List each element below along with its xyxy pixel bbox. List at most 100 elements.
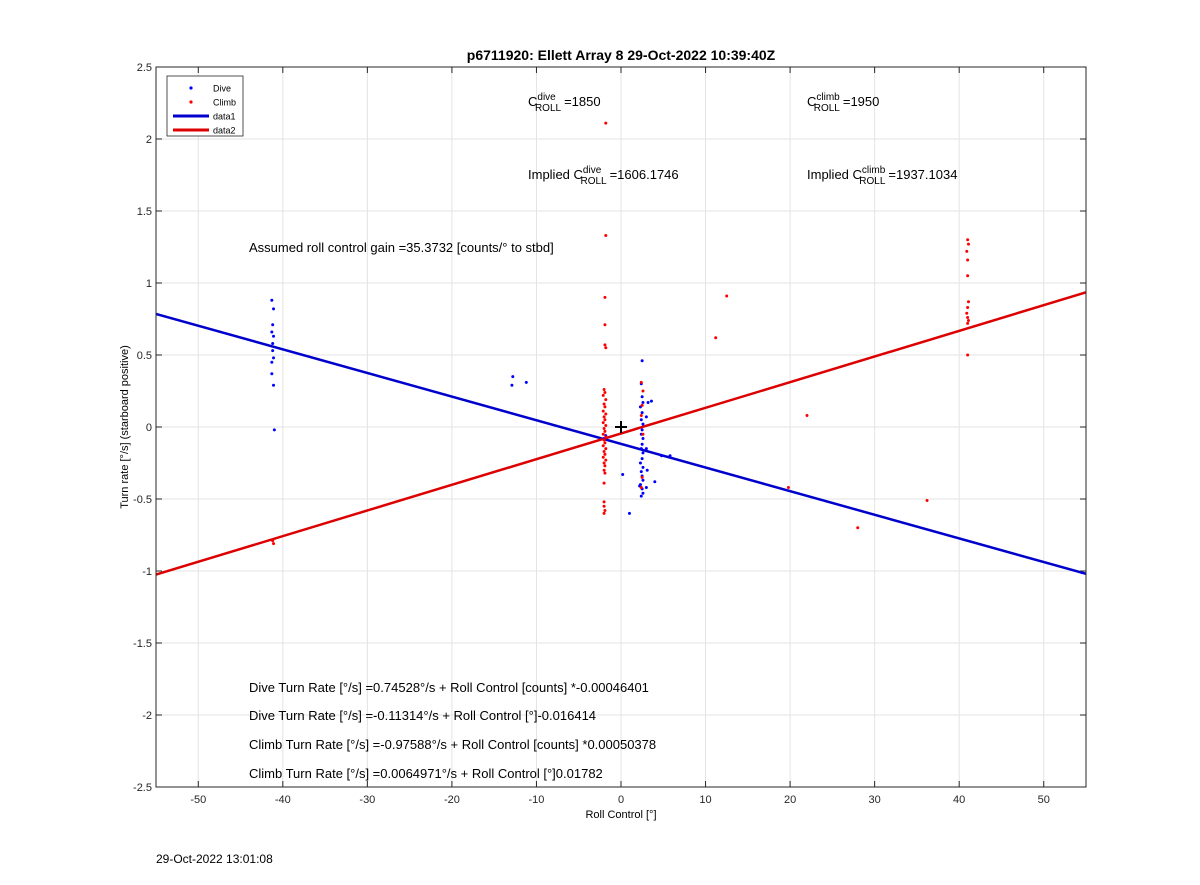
dive-point <box>640 457 644 461</box>
y-tick-label: 1.5 <box>137 206 152 218</box>
legend-label-dive: Dive <box>213 84 231 94</box>
dive-point <box>272 383 276 387</box>
climb-point <box>639 413 643 417</box>
climb-point <box>603 471 607 475</box>
climb-point <box>604 412 608 416</box>
implied-c-roll-dive-annotation: Implied Cdive ROLL =1606.1746 <box>528 165 679 187</box>
climb-point <box>602 468 606 472</box>
climb-point <box>639 380 643 384</box>
climb-point <box>603 418 607 422</box>
climb-point <box>966 353 970 357</box>
climb-point <box>602 402 606 406</box>
climb-point <box>601 409 605 413</box>
dive-point <box>640 411 644 415</box>
climb-point <box>603 464 607 468</box>
dive-point <box>271 341 275 345</box>
climb-point <box>604 447 608 451</box>
x-tick-label: 10 <box>699 794 711 806</box>
dive-point <box>639 470 643 474</box>
y-tick-label: 0.5 <box>137 350 152 362</box>
climb-point <box>601 421 605 425</box>
climb-point <box>603 343 607 347</box>
climb-point <box>602 388 606 392</box>
climb-point <box>966 321 970 325</box>
x-tick-label: 20 <box>784 794 796 806</box>
dive-point <box>511 375 515 379</box>
dive-point <box>270 372 274 376</box>
fit-equation-3: Climb Turn Rate [°/s] =-0.97588°/s + Rol… <box>249 737 656 752</box>
climb-point <box>602 449 606 453</box>
y-tick-label: 1 <box>146 278 152 290</box>
climb-point <box>602 500 606 504</box>
climb-point <box>271 539 275 543</box>
climb-point <box>640 475 644 479</box>
y-tick-label: -1.5 <box>133 638 152 650</box>
dive-point <box>621 473 625 477</box>
legend-label-data1: data1 <box>213 112 236 122</box>
climb-point <box>805 413 809 417</box>
dive-point <box>640 442 644 446</box>
dive-point <box>510 383 514 387</box>
y-tick-label: 0 <box>146 422 152 434</box>
dive-point <box>641 478 645 482</box>
x-tick-label: 40 <box>953 794 965 806</box>
x-tick-label: 50 <box>1038 794 1050 806</box>
fit-equation-2: Dive Turn Rate [°/s] =-0.11314°/s + Roll… <box>249 708 596 723</box>
climb-point <box>602 426 606 430</box>
dive-point <box>638 461 642 465</box>
climb-point <box>602 415 606 419</box>
legend-marker-dive <box>189 86 193 90</box>
climb-point <box>604 233 608 237</box>
climb-point <box>856 526 860 530</box>
climb-point <box>714 336 718 340</box>
fit-equation-4: Climb Turn Rate [°/s] =0.0064971°/s + Ro… <box>249 766 603 781</box>
climb-point <box>786 485 790 489</box>
climb-point <box>603 452 607 456</box>
climb-point <box>604 121 608 125</box>
climb-point <box>966 242 970 246</box>
climb-point <box>604 458 608 462</box>
climb-point <box>602 481 606 485</box>
climb-point <box>925 498 929 502</box>
climb-point <box>601 455 605 459</box>
c-roll-dive-annotation: Cdive ROLL =1850 <box>528 92 601 114</box>
climb-point <box>639 485 643 489</box>
climb-point <box>603 390 607 394</box>
climb-point <box>725 294 729 298</box>
legend-marker-climb <box>189 100 193 104</box>
legend-box <box>166 75 244 137</box>
climb-point <box>272 542 276 546</box>
dive-point <box>524 380 528 384</box>
climb-point <box>965 249 969 253</box>
climb-point <box>966 318 970 322</box>
x-tick-label: 0 <box>618 794 624 806</box>
climb-point <box>602 504 606 508</box>
dive-point <box>649 399 653 403</box>
dive-point <box>640 428 644 432</box>
climb-point <box>603 429 607 433</box>
climb-point <box>641 389 645 393</box>
dive-point <box>644 415 648 419</box>
roll-gain-annotation: Assumed roll control gain =35.3732 [coun… <box>249 240 554 255</box>
dive-point <box>668 454 672 458</box>
fit-equation-1: Dive Turn Rate [°/s] =0.74528°/s + Roll … <box>249 680 649 695</box>
dive-point <box>627 511 631 515</box>
dive-point <box>270 330 274 334</box>
climb-point <box>966 258 970 262</box>
dive-point <box>1080 570 1084 574</box>
dive-point <box>646 401 650 405</box>
dive-point <box>641 401 645 405</box>
climb-point <box>604 435 608 439</box>
y-tick-label: -0.5 <box>133 494 152 506</box>
dive-point <box>641 451 645 455</box>
climb-point <box>966 274 970 278</box>
dive-point <box>272 356 276 360</box>
climb-point <box>966 238 970 242</box>
dive-point <box>641 437 645 441</box>
y-tick-label: -2.5 <box>133 782 152 794</box>
dive-point <box>640 395 644 399</box>
dive-point <box>272 334 276 338</box>
dive-point <box>644 485 648 489</box>
dive-point <box>645 468 649 472</box>
